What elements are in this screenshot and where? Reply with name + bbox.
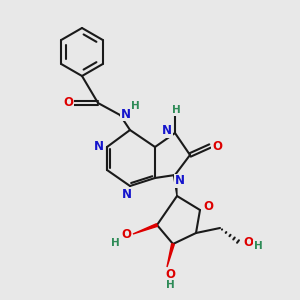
Text: H: H xyxy=(254,241,262,251)
Text: N: N xyxy=(122,188,132,202)
Text: O: O xyxy=(165,268,175,281)
Text: N: N xyxy=(121,107,131,121)
Text: O: O xyxy=(212,140,222,152)
Text: H: H xyxy=(130,101,140,111)
Text: O: O xyxy=(121,229,131,242)
Text: H: H xyxy=(166,280,174,290)
Text: H: H xyxy=(111,238,119,248)
Text: N: N xyxy=(162,124,172,137)
Polygon shape xyxy=(133,224,158,234)
Text: O: O xyxy=(63,97,73,110)
Text: O: O xyxy=(243,236,253,250)
Text: H: H xyxy=(172,105,180,115)
Text: N: N xyxy=(94,140,104,154)
Polygon shape xyxy=(167,244,174,267)
Polygon shape xyxy=(173,175,177,196)
Text: O: O xyxy=(203,200,213,212)
Text: N: N xyxy=(175,175,185,188)
